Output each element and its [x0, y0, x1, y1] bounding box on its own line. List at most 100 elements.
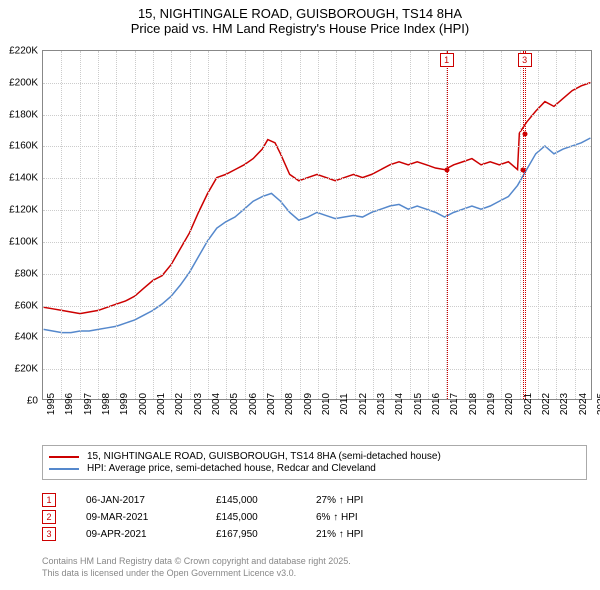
sale-marker-icon: 2: [42, 510, 56, 524]
sale-point-dot: [521, 168, 526, 173]
x-tick-label: 2015: [413, 393, 424, 415]
gridline-v: [483, 51, 484, 399]
sale-marker-icon: 3: [42, 527, 56, 541]
sale-pct: 27% ↑ HPI: [316, 495, 376, 506]
gridline-v: [263, 51, 264, 399]
x-tick-label: 2016: [431, 393, 442, 415]
y-tick-label: £80K: [0, 268, 38, 279]
gridline-h: [43, 83, 591, 84]
sale-marker-label: 3: [518, 53, 532, 67]
footer-line-1: Contains HM Land Registry data © Crown c…: [42, 556, 351, 568]
x-tick-label: 2007: [266, 393, 277, 415]
gridline-v: [373, 51, 374, 399]
x-tick-label: 2002: [174, 393, 185, 415]
y-tick-label: £200K: [0, 77, 38, 88]
sale-marker-label: 1: [440, 53, 454, 67]
sale-row: 2 09-MAR-2021 £145,000 6% ↑ HPI: [42, 510, 376, 524]
sale-marker-line: [447, 51, 448, 399]
title-line-2: Price paid vs. HM Land Registry's House …: [0, 21, 600, 36]
sale-pct: 6% ↑ HPI: [316, 512, 376, 523]
sale-date: 09-MAR-2021: [86, 512, 216, 523]
chart-area: £0£20K£40K£60K£80K£100K£120K£140K£160K£1…: [42, 50, 592, 430]
x-tick-label: 2009: [303, 393, 314, 415]
gridline-v: [226, 51, 227, 399]
gridline-h: [43, 306, 591, 307]
gridline-v: [245, 51, 246, 399]
x-tick-label: 2003: [193, 393, 204, 415]
y-tick-label: £220K: [0, 46, 38, 57]
y-tick-label: £20K: [0, 364, 38, 375]
sale-marker-icon: 1: [42, 493, 56, 507]
x-tick-label: 2019: [486, 393, 497, 415]
x-tick-label: 2000: [138, 393, 149, 415]
x-tick-label: 1996: [64, 393, 75, 415]
gridline-h: [43, 178, 591, 179]
gridline-v: [208, 51, 209, 399]
gridline-h: [43, 115, 591, 116]
y-tick-label: £140K: [0, 173, 38, 184]
gridline-v: [153, 51, 154, 399]
x-tick-label: 2022: [541, 393, 552, 415]
gridline-v: [80, 51, 81, 399]
series-line-hpi: [44, 138, 591, 333]
gridline-v: [98, 51, 99, 399]
x-tick-label: 2025: [596, 393, 600, 415]
gridline-v: [575, 51, 576, 399]
gridline-v: [428, 51, 429, 399]
x-tick-label: 2011: [339, 393, 350, 415]
x-tick-label: 2008: [284, 393, 295, 415]
y-tick-label: £120K: [0, 205, 38, 216]
title-line-1: 15, NIGHTINGALE ROAD, GUISBOROUGH, TS14 …: [0, 6, 600, 21]
x-tick-label: 2014: [394, 393, 405, 415]
gridline-v: [520, 51, 521, 399]
gridline-v: [465, 51, 466, 399]
x-tick-label: 2020: [504, 393, 515, 415]
y-tick-label: £180K: [0, 109, 38, 120]
gridline-v: [116, 51, 117, 399]
sale-date: 09-APR-2021: [86, 529, 216, 540]
x-tick-label: 1999: [119, 393, 130, 415]
gridline-v: [556, 51, 557, 399]
gridline-v: [281, 51, 282, 399]
sale-price: £167,950: [216, 529, 316, 540]
gridline-v: [538, 51, 539, 399]
plot-area: £0£20K£40K£60K£80K£100K£120K£140K£160K£1…: [42, 50, 592, 400]
x-tick-label: 1998: [101, 393, 112, 415]
gridline-v: [171, 51, 172, 399]
sale-date: 06-JAN-2017: [86, 495, 216, 506]
gridline-v: [61, 51, 62, 399]
legend-label: 15, NIGHTINGALE ROAD, GUISBOROUGH, TS14 …: [87, 451, 441, 462]
legend-row: HPI: Average price, semi-detached house,…: [49, 463, 580, 474]
gridline-v: [501, 51, 502, 399]
gridline-h: [43, 337, 591, 338]
y-tick-label: £0: [0, 396, 38, 407]
sale-point-dot: [444, 168, 449, 173]
x-tick-label: 2001: [156, 393, 167, 415]
x-tick-label: 2013: [376, 393, 387, 415]
gridline-v: [391, 51, 392, 399]
chart-container: 15, NIGHTINGALE ROAD, GUISBOROUGH, TS14 …: [0, 0, 600, 590]
gridline-v: [410, 51, 411, 399]
legend-swatch: [49, 456, 79, 458]
title-block: 15, NIGHTINGALE ROAD, GUISBOROUGH, TS14 …: [0, 0, 600, 36]
x-tick-label: 2006: [248, 393, 259, 415]
sale-row: 1 06-JAN-2017 £145,000 27% ↑ HPI: [42, 493, 376, 507]
y-tick-label: £60K: [0, 300, 38, 311]
series-line-price_paid: [44, 83, 591, 314]
gridline-v: [355, 51, 356, 399]
x-tick-label: 2018: [468, 393, 479, 415]
chart-lines: [43, 51, 591, 399]
footer: Contains HM Land Registry data © Crown c…: [42, 556, 351, 579]
sale-row: 3 09-APR-2021 £167,950 21% ↑ HPI: [42, 527, 376, 541]
footer-line-2: This data is licensed under the Open Gov…: [42, 568, 351, 580]
x-tick-label: 2017: [449, 393, 460, 415]
sale-price: £145,000: [216, 495, 316, 506]
sale-marker-line: [525, 51, 526, 399]
gridline-v: [190, 51, 191, 399]
gridline-v: [318, 51, 319, 399]
gridline-h: [43, 210, 591, 211]
gridline-v: [300, 51, 301, 399]
sale-point-dot: [522, 131, 527, 136]
y-tick-label: £160K: [0, 141, 38, 152]
y-tick-label: £40K: [0, 332, 38, 343]
